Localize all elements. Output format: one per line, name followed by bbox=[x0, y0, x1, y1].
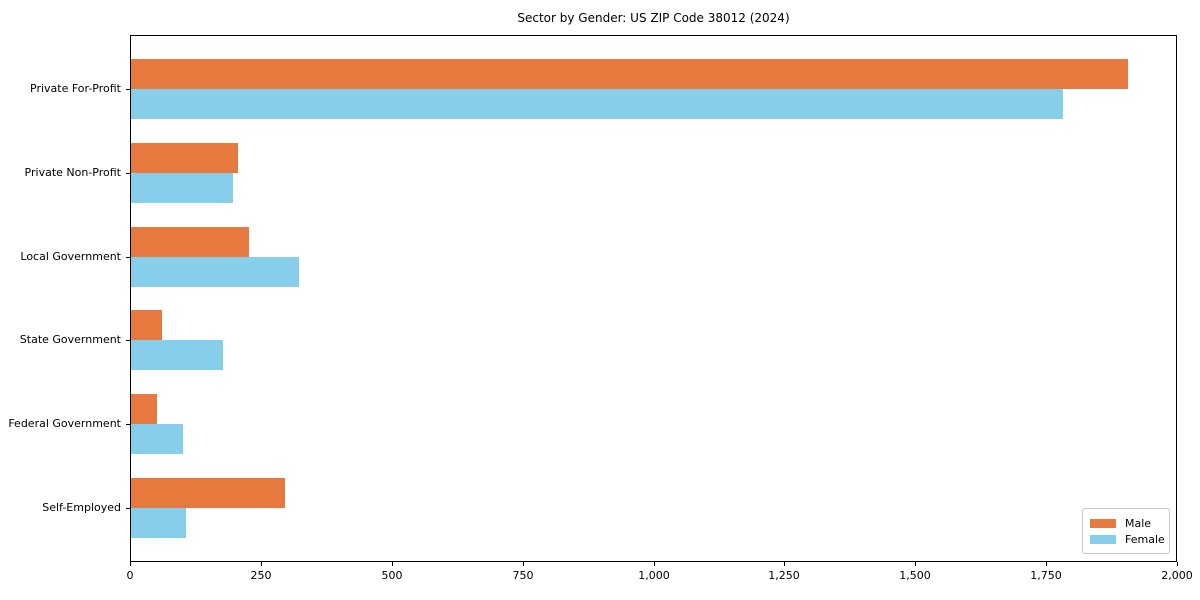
category-label: Self-Employed bbox=[42, 501, 121, 514]
bar-male-0 bbox=[131, 59, 1128, 89]
x-tick-mark bbox=[392, 562, 393, 566]
legend-label-female: Female bbox=[1125, 532, 1165, 546]
category-label: Local Government bbox=[20, 249, 121, 263]
x-tick-mark bbox=[915, 562, 916, 566]
x-tick-label: 250 bbox=[250, 569, 272, 582]
x-tick-label: 2,000 bbox=[1161, 569, 1193, 582]
x-tick-label: 750 bbox=[512, 569, 534, 582]
category-label: Private Non-Profit bbox=[24, 165, 121, 179]
x-tick-label: 1,750 bbox=[1030, 569, 1062, 582]
plot-area bbox=[130, 35, 1177, 562]
legend: Male Female bbox=[1082, 508, 1170, 554]
bar-female-5 bbox=[131, 508, 186, 538]
bar-male-1 bbox=[131, 142, 238, 173]
category-label: State Government bbox=[19, 333, 121, 347]
legend-entry-male: Male bbox=[1090, 517, 1162, 530]
bar-female-3 bbox=[131, 340, 223, 371]
x-tick-label: 0 bbox=[126, 569, 134, 582]
category-label: Federal Government bbox=[8, 417, 121, 431]
bar-female-4 bbox=[131, 424, 183, 455]
legend-entry-female: Female bbox=[1090, 532, 1165, 546]
legend-swatch-male bbox=[1090, 518, 1116, 528]
x-tick-label: 500 bbox=[381, 569, 403, 582]
bar-female-1 bbox=[131, 172, 233, 203]
x-tick-mark bbox=[523, 562, 524, 566]
y-tick-mark bbox=[126, 89, 130, 90]
legend-swatch-female bbox=[1090, 534, 1116, 544]
x-tick-label: 1,250 bbox=[768, 569, 800, 582]
x-tick-mark bbox=[654, 562, 655, 566]
bar-male-2 bbox=[131, 226, 249, 257]
y-tick-mark bbox=[126, 256, 130, 258]
y-tick-mark bbox=[126, 508, 130, 509]
bar-male-3 bbox=[131, 310, 162, 341]
bar-female-2 bbox=[131, 256, 299, 287]
bar-male-4 bbox=[131, 394, 157, 425]
x-tick-mark bbox=[1046, 562, 1047, 566]
legend-label-male: Male bbox=[1125, 516, 1152, 530]
category-label: Private For-Profit bbox=[30, 82, 121, 95]
x-tick-mark bbox=[1177, 562, 1178, 566]
x-tick-label: 1,500 bbox=[899, 569, 931, 582]
x-tick-mark bbox=[784, 562, 785, 566]
x-tick-label: 1,000 bbox=[638, 569, 670, 582]
y-tick-mark bbox=[126, 424, 130, 426]
chart-title: Sector by Gender: US ZIP Code 38012 (202… bbox=[517, 11, 790, 25]
x-tick-mark bbox=[130, 562, 131, 566]
y-tick-mark bbox=[126, 340, 130, 342]
x-tick-mark bbox=[261, 562, 262, 566]
bar-male-5 bbox=[131, 478, 285, 508]
y-tick-mark bbox=[126, 172, 130, 174]
bar-female-0 bbox=[131, 89, 1063, 119]
